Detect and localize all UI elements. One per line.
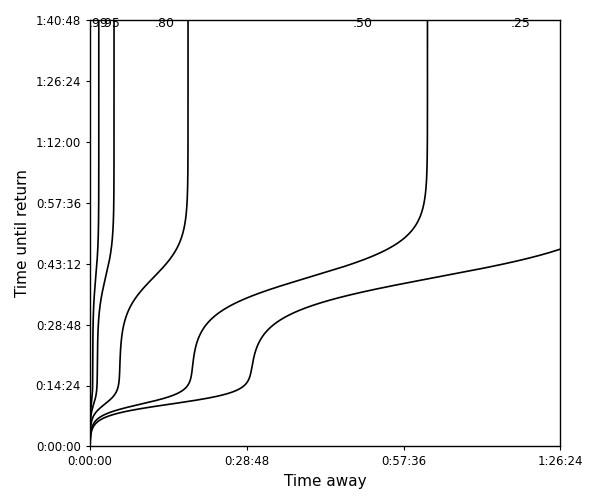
Text: .50: .50 <box>352 18 372 30</box>
Text: .80: .80 <box>154 18 175 30</box>
Y-axis label: Time until return: Time until return <box>15 169 30 297</box>
X-axis label: Time away: Time away <box>284 474 367 489</box>
Text: .25: .25 <box>511 18 531 30</box>
Text: .95: .95 <box>101 18 121 30</box>
Text: .99: .99 <box>89 18 108 30</box>
